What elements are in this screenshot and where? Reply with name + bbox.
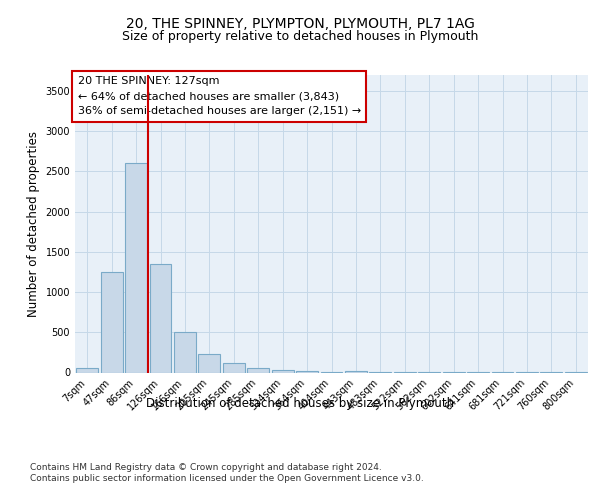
Text: Contains HM Land Registry data © Crown copyright and database right 2024.: Contains HM Land Registry data © Crown c… <box>30 462 382 471</box>
Y-axis label: Number of detached properties: Number of detached properties <box>27 130 40 317</box>
Text: Contains public sector information licensed under the Open Government Licence v3: Contains public sector information licen… <box>30 474 424 483</box>
Text: 20, THE SPINNEY, PLYMPTON, PLYMOUTH, PL7 1AG: 20, THE SPINNEY, PLYMPTON, PLYMOUTH, PL7… <box>125 18 475 32</box>
Bar <box>101 272 122 372</box>
Bar <box>345 371 367 372</box>
Bar <box>76 368 98 372</box>
Bar <box>125 164 147 372</box>
Bar <box>223 364 245 372</box>
Bar <box>174 332 196 372</box>
Bar <box>272 370 293 372</box>
Bar <box>199 354 220 372</box>
Bar <box>296 371 318 372</box>
Bar <box>247 368 269 372</box>
Bar <box>149 264 172 372</box>
Text: 20 THE SPINNEY: 127sqm
← 64% of detached houses are smaller (3,843)
36% of semi-: 20 THE SPINNEY: 127sqm ← 64% of detached… <box>77 76 361 116</box>
Text: Size of property relative to detached houses in Plymouth: Size of property relative to detached ho… <box>122 30 478 43</box>
Text: Distribution of detached houses by size in Plymouth: Distribution of detached houses by size … <box>146 398 454 410</box>
